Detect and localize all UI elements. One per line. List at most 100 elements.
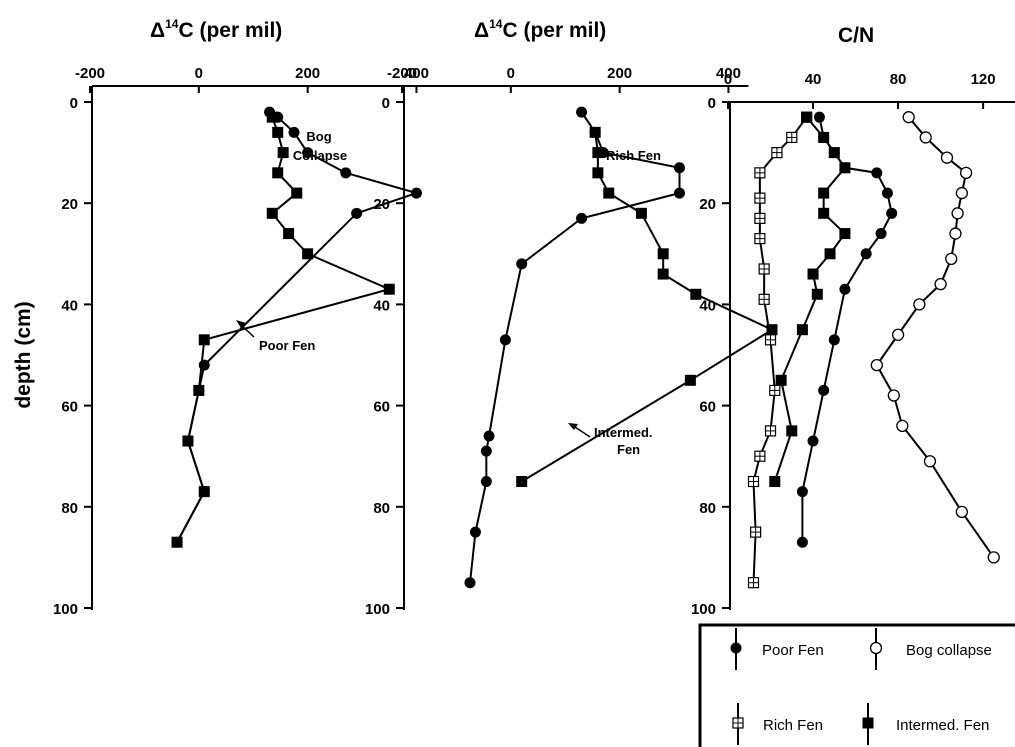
panel1-series-2-point — [182, 435, 194, 447]
panel1-series-2-point — [198, 486, 210, 498]
panel3-series-4-point — [839, 228, 851, 240]
panel1-y-tick-label: 20 — [61, 196, 78, 213]
panel1-series-2-point — [193, 384, 205, 396]
panel1-x-tick-label: 200 — [295, 65, 320, 82]
panel1-y-tick-label: 0 — [70, 95, 78, 112]
panel2-x-tick-label: 0 — [507, 65, 515, 82]
panel1-series-2-point — [272, 126, 284, 138]
panel3-x-tick-label: 0 — [724, 71, 732, 88]
panel2-x-tick-label: 200 — [607, 65, 632, 82]
panel1-x-tick-label: 400 — [404, 65, 429, 82]
panel1-series-2-line — [176, 116, 393, 543]
panel2-series-2-point — [684, 374, 696, 386]
legend-markers — [730, 628, 883, 745]
panel2-series-1-point — [576, 106, 588, 118]
panel3-series-1-point — [875, 228, 887, 240]
panel2-series-1-point — [464, 577, 476, 589]
panel2-x-tick-label: 400 — [716, 65, 741, 82]
panel3-series-4-point — [839, 162, 851, 174]
panel3-series-3-line — [752, 116, 808, 583]
panel2-series-1-point — [480, 445, 492, 457]
panel2-series-1-point — [516, 258, 528, 270]
panel1-y-tick-label: 40 — [61, 297, 78, 314]
panel3-series-4-point — [796, 324, 808, 336]
panel3-series-2-point — [902, 111, 915, 124]
panel1-series-1-point — [340, 167, 352, 179]
panel1-series-2-point — [171, 536, 183, 548]
panel1-series-1-line — [176, 111, 420, 543]
panel2-y-tick-label: 100 — [365, 601, 390, 618]
panel3-series-3-point — [758, 293, 770, 305]
legend-box — [698, 623, 1015, 747]
panel3-x-tick-label: 40 — [805, 71, 822, 88]
panel3-series-4-point — [818, 187, 830, 199]
panel2-y-tick-label: 20 — [373, 196, 390, 213]
panel2-series-2-point — [592, 147, 604, 159]
panel3-series-2-point — [870, 358, 883, 372]
panel3-series-4-line — [773, 116, 847, 482]
panel1-series-2-point — [291, 187, 303, 199]
panel3-series-4-point — [818, 207, 830, 219]
panel3-series-1-point — [818, 384, 830, 396]
panel1-series-1-point — [410, 187, 422, 199]
legend-poor-fen: Poor Fen — [762, 642, 824, 659]
panel3-series-4-point — [775, 374, 787, 386]
panel3-series-4-point — [811, 288, 823, 300]
panel1-series-2-point — [266, 207, 278, 219]
legend-bog-collapse: Bog collapse — [906, 642, 992, 659]
panel2-x-tick-label: -200 — [387, 65, 417, 82]
panel3-series-2-point — [955, 186, 969, 200]
panel2-series-2-point — [635, 207, 647, 219]
panel3-series-3-point — [769, 384, 781, 397]
panel3-series-2-point — [887, 389, 900, 402]
panel3-series-4-point — [824, 248, 836, 260]
panel3-x-tick-label: 80 — [890, 71, 907, 88]
panel3-series-1-line — [801, 116, 893, 543]
legend-marker-3 — [732, 717, 744, 729]
panel3-series-2-point — [945, 252, 958, 266]
panel3-series-4-point — [786, 425, 798, 437]
panel3-series-3-point — [747, 475, 760, 488]
panel2-series-2-point — [657, 268, 669, 280]
panel3-series-2-point — [891, 328, 905, 341]
panel1-y-tick-label: 80 — [61, 500, 78, 517]
panel3-series-3-point — [747, 577, 760, 589]
legend-intermed-fen: Intermed. Fen — [896, 717, 989, 734]
panel3-series-3-point — [754, 233, 766, 245]
legend-rich-fen: Rich Fen — [763, 717, 823, 734]
panel2-series-1-point — [499, 334, 511, 346]
panel3-series-3-point — [764, 425, 777, 437]
panel2-series-2-point — [592, 167, 604, 179]
panel3-series-2-point — [896, 419, 909, 432]
panel3-y-tick-label: 20 — [699, 196, 716, 213]
panel3-y-tick-label: 100 — [691, 601, 716, 618]
legend-marker-1 — [730, 642, 742, 654]
panel2-series-2-point — [657, 248, 669, 260]
legend-marker-2 — [869, 641, 883, 655]
panel3-x-tick-label: 120 — [971, 71, 996, 88]
panel3-series-4-point — [818, 131, 830, 143]
panel2-series-2-point — [516, 476, 528, 487]
panel3-series-4-point — [769, 476, 781, 487]
panel2-series-1-line — [469, 111, 681, 583]
panel3-series-1-point — [871, 167, 883, 179]
annotation-poor-fen: Poor Fen — [259, 338, 315, 353]
panel3-series-1-point — [796, 536, 808, 548]
panel2-series-2-point — [589, 126, 601, 138]
panel2-series-1-point — [483, 430, 495, 442]
panel2-y-tick-label: 60 — [373, 399, 390, 416]
panel3-series-2-point — [934, 278, 947, 291]
panel1-series-2-point — [198, 334, 210, 346]
panel3-series-1-point — [813, 111, 825, 123]
panel3-series-1-point — [796, 486, 808, 498]
annotation-arrowhead-poor-fen — [236, 320, 246, 328]
panel2-series-1-point — [576, 212, 588, 224]
panel1-series-1-point — [351, 207, 363, 219]
panel3-series-3-point — [754, 167, 766, 179]
panel1-series-2-point — [266, 111, 278, 123]
panel2-y-tick-label: 40 — [373, 297, 390, 314]
annotation-bog: Bog — [306, 129, 331, 144]
panel3-series-2-point — [949, 227, 962, 240]
panel1-series-2-point — [283, 228, 295, 240]
